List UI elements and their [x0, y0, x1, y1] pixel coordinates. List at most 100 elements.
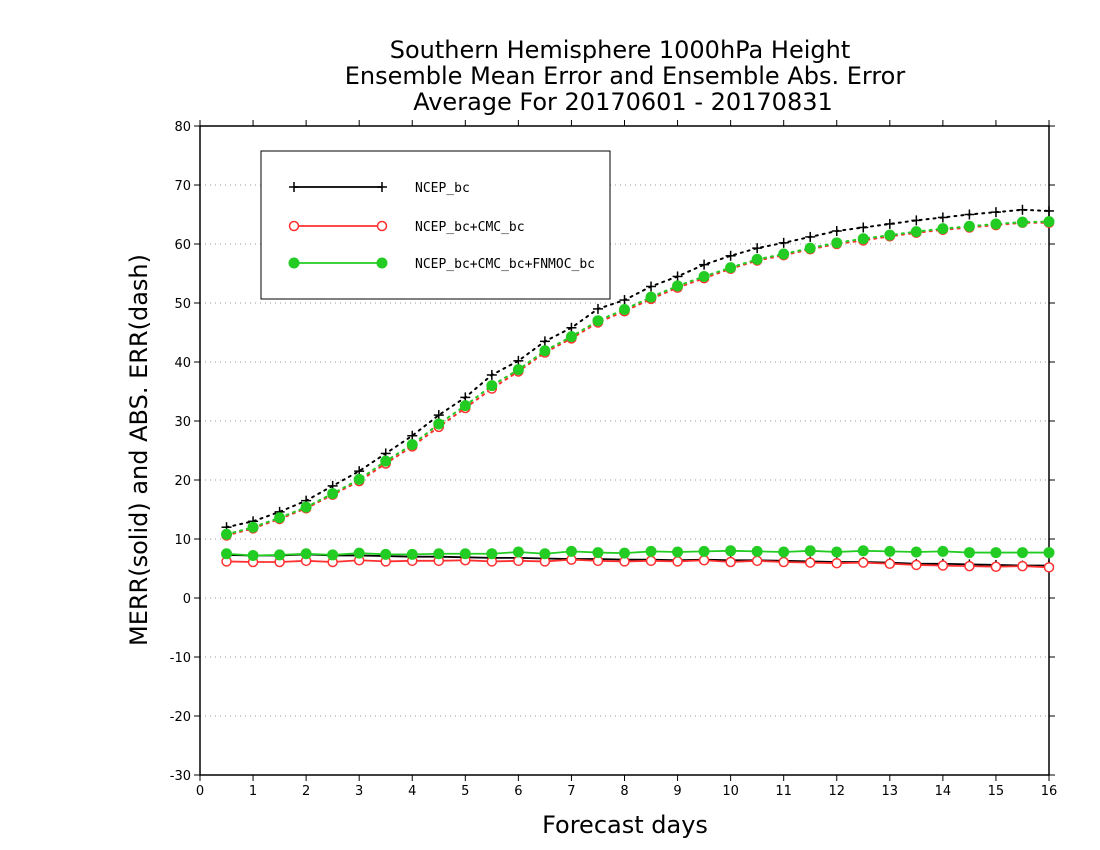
- series-3-abs-err-point: [221, 528, 233, 540]
- legend-marker-2-right: [376, 220, 388, 232]
- series-1-abs-err-point: [513, 355, 524, 366]
- series-3-abs-err-point: [751, 253, 763, 265]
- series-3-merr-point: [831, 546, 843, 558]
- series-3-merr-point: [327, 549, 339, 561]
- y-axis-label: MERR(solid) and ABS. ERR(dash): [125, 254, 153, 646]
- series-1-abs-err-point: [539, 336, 550, 347]
- series-3-merr-point: [1043, 547, 1055, 559]
- series-3-abs-err-point: [857, 233, 869, 245]
- x-tick-label: 9: [673, 784, 681, 799]
- series-3-abs-err-point: [884, 229, 896, 241]
- series-2-merr-point: [778, 556, 789, 568]
- series-1-abs-err-point: [778, 237, 789, 248]
- x-tick-label: 16: [1041, 784, 1058, 799]
- series-group: [221, 204, 1055, 573]
- x-tick-label: 2: [302, 784, 310, 799]
- y-tick-label: -30: [170, 769, 191, 784]
- legend-marker-3-left: [288, 257, 300, 269]
- x-tick-label: 1: [249, 784, 257, 799]
- series-3-abs-err-point: [486, 380, 498, 392]
- series-3-abs-err-point: [831, 237, 843, 249]
- series-1-abs-err-point: [884, 218, 895, 229]
- series-3-abs-err-point: [406, 439, 418, 451]
- series-3-abs-err-point: [725, 262, 737, 274]
- x-tick-label: 11: [775, 784, 792, 799]
- x-tick-label: 0: [196, 784, 204, 799]
- series-3-merr-point: [963, 547, 975, 559]
- series-3-abs-err-point: [274, 512, 286, 524]
- series-3-abs-err-point: [804, 242, 816, 254]
- series-1-abs-err-point: [566, 322, 577, 333]
- series-3-merr-point: [645, 545, 657, 557]
- series-2-merr-point: [911, 559, 922, 571]
- x-tick-label: 8: [620, 784, 628, 799]
- series-3-merr-point: [751, 545, 763, 557]
- series-3-abs-err-point: [247, 521, 259, 533]
- legend-marker-2-left: [288, 220, 300, 232]
- series-3-abs-err-point: [539, 345, 551, 357]
- y-tick-label: 50: [174, 297, 191, 312]
- series-3-abs-err-point: [592, 315, 604, 327]
- series-2-merr-point: [858, 557, 869, 568]
- series-3-merr-point: [247, 550, 259, 562]
- series-2-merr-point: [884, 558, 896, 570]
- series-1-abs-err-point: [699, 259, 710, 270]
- x-tick-label: 4: [408, 784, 416, 799]
- legend-label-2: NCEP_bc+CMC_bc: [415, 220, 525, 235]
- series-2-merr-point: [751, 555, 763, 567]
- series-1-abs-err-point: [619, 295, 630, 306]
- series-3-abs-err-point: [910, 226, 922, 238]
- chart-title-line-2: Ensemble Mean Error and Ensemble Abs. Er…: [345, 62, 906, 90]
- series-3-merr-point: [857, 545, 869, 557]
- series-2-merr-point: [645, 555, 657, 567]
- series-2-merr-point: [725, 556, 736, 568]
- y-tick-label: 10: [174, 533, 191, 548]
- x-tick-label: 3: [355, 784, 363, 799]
- y-tick-label: -20: [170, 710, 191, 725]
- y-tick-label: 70: [174, 179, 191, 194]
- series-3-abs-err-point: [937, 223, 949, 235]
- y-tick-label: 80: [174, 120, 191, 135]
- series-1-abs-err-point: [964, 209, 975, 220]
- series-3-abs-err-point: [565, 331, 577, 343]
- legend-label-1: NCEP_bc: [415, 181, 470, 196]
- series-3-abs-err-point: [778, 248, 790, 260]
- series-3-abs-err-point: [327, 488, 339, 500]
- series-1-abs-err-point: [911, 215, 922, 226]
- y-tick-label: -10: [170, 651, 191, 666]
- series-3-merr-point: [725, 545, 737, 557]
- x-tick-label: 10: [722, 784, 739, 799]
- series-1-abs-err-point: [1044, 205, 1054, 216]
- series-2-merr-point: [1017, 560, 1028, 572]
- series-3-merr-point: [990, 547, 1002, 559]
- series-3-abs-err-point: [380, 455, 392, 467]
- series-1-abs-err-point: [407, 430, 418, 441]
- series-3-abs-err-point: [1016, 216, 1028, 228]
- series-3-merr-point: [433, 548, 445, 560]
- x-axis-label: Forecast days: [542, 811, 708, 839]
- series-2-merr-point: [672, 556, 683, 567]
- x-tick-label: 13: [882, 784, 899, 799]
- series-3-abs-err-point: [698, 270, 710, 282]
- series-3-merr-point: [353, 547, 365, 559]
- series-3-merr-point: [1016, 547, 1028, 559]
- series-3-abs-err-point: [353, 473, 365, 485]
- series-1-abs-err-point: [1017, 204, 1028, 215]
- series-3-abs-err-point: [963, 220, 975, 232]
- series-3-merr-point: [698, 545, 710, 557]
- series-3-merr-point: [565, 545, 577, 557]
- y-tick-label: 60: [174, 238, 191, 253]
- chart-title-line-1: Southern Hemisphere 1000hPa Height: [390, 36, 850, 64]
- series-3-merr-point: [778, 546, 790, 558]
- series-2-merr-point: [964, 560, 975, 572]
- series-3-merr-point: [221, 548, 233, 560]
- y-tick-label: 30: [174, 415, 191, 430]
- series-1-abs-err-point: [486, 369, 497, 380]
- series-3-abs-err-point: [645, 291, 657, 303]
- series-3-merr-point: [300, 548, 312, 560]
- series-1-abs-err-point: [805, 231, 816, 242]
- legend-marker-1-right: [377, 182, 387, 192]
- series-3-merr-point: [380, 548, 392, 560]
